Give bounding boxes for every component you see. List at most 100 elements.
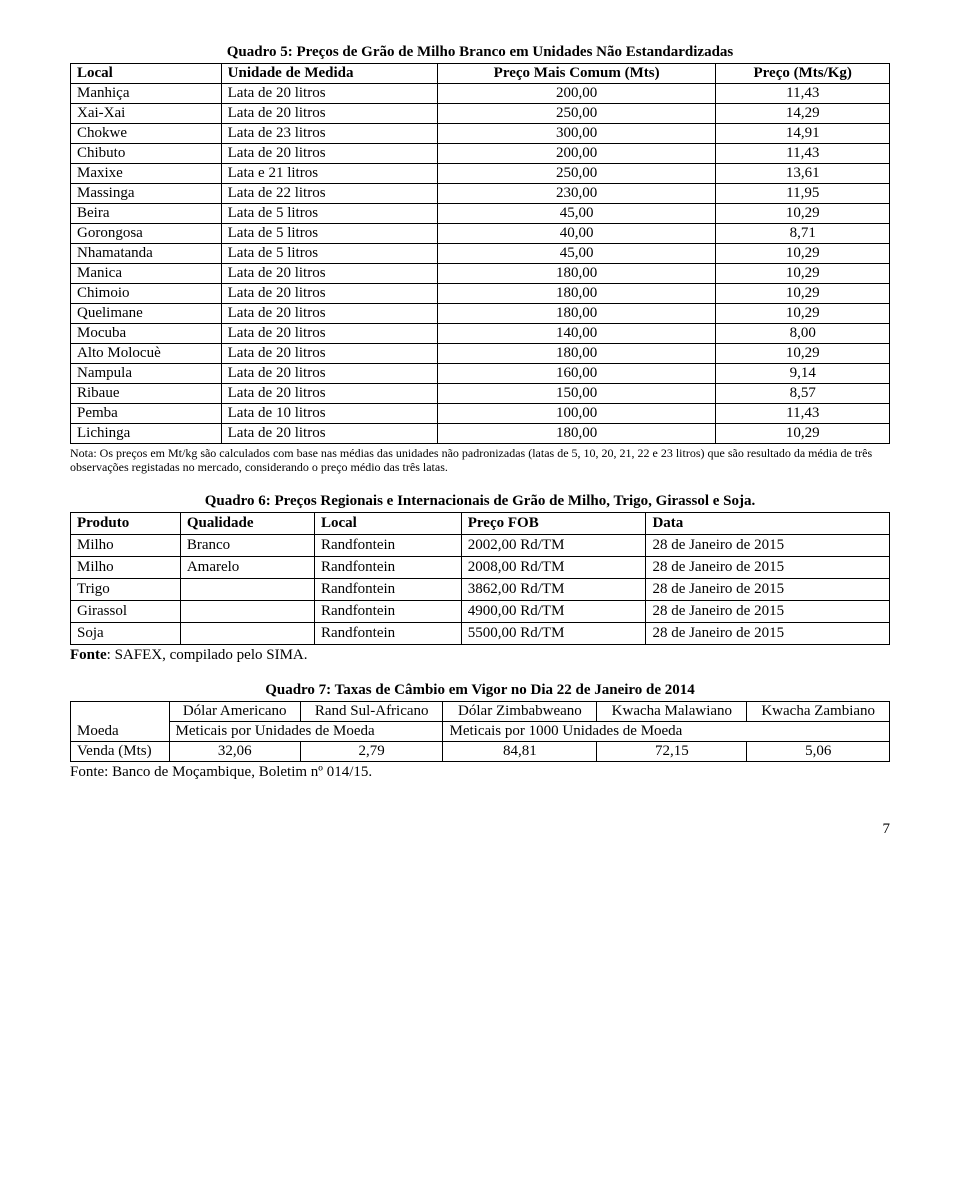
table-cell: 5,06 bbox=[747, 741, 890, 761]
quadro7-source: Fonte: Banco de Moçambique, Boletim nº 0… bbox=[70, 764, 890, 781]
table-row: PembaLata de 10 litros100,0011,43 bbox=[71, 404, 890, 424]
table-row: ManicaLata de 20 litros180,0010,29 bbox=[71, 264, 890, 284]
table-cell: 10,29 bbox=[716, 204, 890, 224]
table-row: MassingaLata de 22 litros230,0011,95 bbox=[71, 184, 890, 204]
table-cell: Lata de 20 litros bbox=[221, 284, 437, 304]
quadro5-note: Nota: Os preços em Mt/kg são calculados … bbox=[70, 446, 890, 475]
table-cell: Lata de 20 litros bbox=[221, 264, 437, 284]
table-cell: Ribaue bbox=[71, 384, 222, 404]
table-cell: 84,81 bbox=[443, 741, 597, 761]
quadro7-table: MoedaDólar AmericanoRand Sul-AfricanoDól… bbox=[70, 701, 890, 762]
table-cell: 4900,00 Rd/TM bbox=[461, 600, 646, 622]
table-row: MilhoAmareloRandfontein2008,00 Rd/TM28 d… bbox=[71, 556, 890, 578]
table-cell: 10,29 bbox=[716, 284, 890, 304]
table-cell: 200,00 bbox=[437, 144, 716, 164]
table-cell: 28 de Janeiro de 2015 bbox=[646, 578, 890, 600]
table-cell: Lata de 20 litros bbox=[221, 364, 437, 384]
table-cell: Chokwe bbox=[71, 124, 222, 144]
table-row: ChimoioLata de 20 litros180,0010,29 bbox=[71, 284, 890, 304]
table-cell: 32,06 bbox=[169, 741, 300, 761]
quadro5-table: LocalUnidade de MedidaPreço Mais Comum (… bbox=[70, 63, 890, 444]
table-header: Kwacha Malawiano bbox=[597, 701, 747, 721]
table-cell: 14,29 bbox=[716, 104, 890, 124]
table-cell: Lata de 5 litros bbox=[221, 204, 437, 224]
table-cell: Chibuto bbox=[71, 144, 222, 164]
table-cell: Lichinga bbox=[71, 424, 222, 444]
table-cell: 2008,00 Rd/TM bbox=[461, 556, 646, 578]
table-cell: 28 de Janeiro de 2015 bbox=[646, 534, 890, 556]
table-cell: Nampula bbox=[71, 364, 222, 384]
table-cell: Lata de 20 litros bbox=[221, 84, 437, 104]
table-row: NampulaLata de 20 litros160,009,14 bbox=[71, 364, 890, 384]
table-cell: Amarelo bbox=[180, 556, 314, 578]
table-subheader: Meticais por 1000 Unidades de Moeda bbox=[443, 721, 890, 741]
table-cell: Lata de 20 litros bbox=[221, 424, 437, 444]
table-row: GorongosaLata de 5 litros40,008,71 bbox=[71, 224, 890, 244]
table-cell: Randfontein bbox=[315, 556, 462, 578]
quadro5-title: Quadro 5: Preços de Grão de Milho Branco… bbox=[70, 44, 890, 61]
quadro6-source-rest: : SAFEX, compilado pelo SIMA. bbox=[107, 647, 308, 663]
table-cell: 11,95 bbox=[716, 184, 890, 204]
table-cell: 2002,00 Rd/TM bbox=[461, 534, 646, 556]
table-cell: 5500,00 Rd/TM bbox=[461, 622, 646, 644]
table-row: ChibutoLata de 20 litros200,0011,43 bbox=[71, 144, 890, 164]
table-header: Produto bbox=[71, 512, 181, 534]
table-cell: Gorongosa bbox=[71, 224, 222, 244]
table-header: Preço (Mts/Kg) bbox=[716, 64, 890, 84]
table-cell: 180,00 bbox=[437, 284, 716, 304]
quadro7-title: Quadro 7: Taxas de Câmbio em Vigor no Di… bbox=[70, 682, 890, 699]
table-cell: Branco bbox=[180, 534, 314, 556]
table-row: Venda (Mts)32,062,7984,8172,155,06 bbox=[71, 741, 890, 761]
table-cell bbox=[180, 578, 314, 600]
quadro6-title: Quadro 6: Preços Regionais e Internacion… bbox=[70, 493, 890, 510]
table-cell: 150,00 bbox=[437, 384, 716, 404]
table-cell: 28 de Janeiro de 2015 bbox=[646, 622, 890, 644]
table-cell: 10,29 bbox=[716, 424, 890, 444]
table-cell: Massinga bbox=[71, 184, 222, 204]
table-header: Local bbox=[315, 512, 462, 534]
quadro6-source: Fonte: SAFEX, compilado pelo SIMA. bbox=[70, 647, 890, 664]
table-cell: 11,43 bbox=[716, 404, 890, 424]
table-cell: Randfontein bbox=[315, 622, 462, 644]
table-header: Unidade de Medida bbox=[221, 64, 437, 84]
table-cell: Pemba bbox=[71, 404, 222, 424]
table-cell: Milho bbox=[71, 534, 181, 556]
table-row: RibaueLata de 20 litros150,008,57 bbox=[71, 384, 890, 404]
table-row: LichingaLata de 20 litros180,0010,29 bbox=[71, 424, 890, 444]
table-subheader: Meticais por Unidades de Moeda bbox=[169, 721, 443, 741]
table-cell: Randfontein bbox=[315, 578, 462, 600]
table-cell: Maxixe bbox=[71, 164, 222, 184]
table-cell: Nhamatanda bbox=[71, 244, 222, 264]
table-cell: 11,43 bbox=[716, 144, 890, 164]
table-cell: Venda (Mts) bbox=[71, 741, 170, 761]
table-cell: Milho bbox=[71, 556, 181, 578]
table-cell bbox=[180, 622, 314, 644]
table-cell: 10,29 bbox=[716, 344, 890, 364]
table-cell: 180,00 bbox=[437, 344, 716, 364]
table-cell: 180,00 bbox=[437, 424, 716, 444]
table-cell: Lata de 20 litros bbox=[221, 324, 437, 344]
table-cell: Mocuba bbox=[71, 324, 222, 344]
table-cell: 250,00 bbox=[437, 164, 716, 184]
table-cell: Lata e 21 litros bbox=[221, 164, 437, 184]
table-row: MaxixeLata e 21 litros250,0013,61 bbox=[71, 164, 890, 184]
table-cell: 2,79 bbox=[300, 741, 443, 761]
table-cell: Beira bbox=[71, 204, 222, 224]
table-cell: 9,14 bbox=[716, 364, 890, 384]
table-header: Rand Sul-Africano bbox=[300, 701, 443, 721]
table-cell: Lata de 23 litros bbox=[221, 124, 437, 144]
table-cell: Lata de 20 litros bbox=[221, 144, 437, 164]
table-row: MocubaLata de 20 litros140,008,00 bbox=[71, 324, 890, 344]
table-cell: Lata de 20 litros bbox=[221, 304, 437, 324]
table-header: Kwacha Zambiano bbox=[747, 701, 890, 721]
table-cell: Lata de 22 litros bbox=[221, 184, 437, 204]
table-row: Xai-XaiLata de 20 litros250,0014,29 bbox=[71, 104, 890, 124]
table-cell: 160,00 bbox=[437, 364, 716, 384]
table-cell: 28 de Janeiro de 2015 bbox=[646, 600, 890, 622]
table-cell: Lata de 20 litros bbox=[221, 104, 437, 124]
table-row: Alto MolocuèLata de 20 litros180,0010,29 bbox=[71, 344, 890, 364]
table-cell: 100,00 bbox=[437, 404, 716, 424]
table-row: BeiraLata de 5 litros45,0010,29 bbox=[71, 204, 890, 224]
table-cell: Lata de 20 litros bbox=[221, 384, 437, 404]
table-cell: 40,00 bbox=[437, 224, 716, 244]
